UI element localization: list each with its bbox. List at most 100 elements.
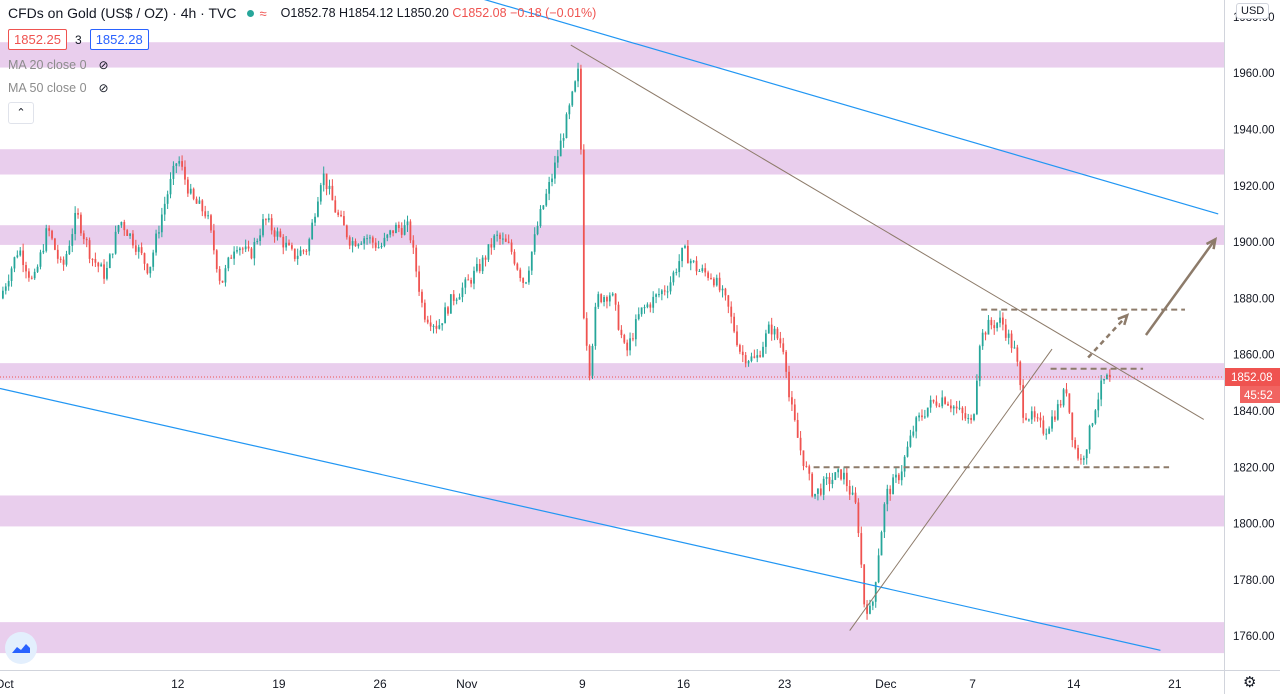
indicator-ma20[interactable]: MA 20 close 0 ⊘ — [8, 58, 109, 72]
symbol-title[interactable]: CFDs on Gold (US$ / OZ) · 4h · TVC — [8, 5, 237, 21]
time-tick-label: 12 — [171, 677, 185, 691]
candle-body — [423, 302, 426, 320]
candle-body — [802, 450, 805, 466]
candle-body — [632, 338, 634, 340]
candle-body — [140, 247, 143, 254]
candle-body — [877, 555, 880, 583]
eye-off-icon[interactable]: ⊘ — [98, 58, 109, 72]
buy-price-button[interactable]: 1852.28 — [89, 29, 149, 50]
candle-body — [756, 355, 759, 358]
indicator-label: MA 20 close 0 — [8, 58, 87, 72]
candle-body — [308, 239, 311, 252]
candle-body — [331, 185, 334, 201]
candle-body — [82, 233, 85, 240]
candle-body — [16, 255, 19, 258]
candle-body — [897, 474, 900, 481]
candle-body — [276, 231, 279, 237]
eye-off-icon[interactable]: ⊘ — [98, 81, 109, 95]
indicator-ma50[interactable]: MA 50 close 0 ⊘ — [8, 81, 109, 95]
candle-body — [594, 306, 597, 346]
candle-body — [736, 331, 738, 346]
candle-body — [458, 297, 461, 300]
time-tick-label: Oct — [0, 677, 14, 691]
candle-body — [880, 532, 883, 556]
candle-body — [426, 319, 429, 323]
candle-body — [48, 228, 51, 231]
time-tick-label: Nov — [456, 677, 477, 691]
candle-body — [663, 290, 666, 292]
candle-body — [658, 294, 660, 296]
candle-body — [1106, 374, 1108, 379]
candle-body — [811, 473, 814, 497]
candle-body — [831, 479, 834, 485]
zone-band — [0, 495, 1224, 527]
candle-body — [464, 279, 467, 288]
candle-body — [738, 345, 741, 352]
gear-icon[interactable]: ⚙ — [1243, 674, 1257, 691]
candle-body — [949, 405, 952, 409]
candle-body — [175, 163, 178, 166]
candle-body — [134, 245, 137, 252]
candle-body — [241, 248, 244, 250]
candle-body — [244, 246, 247, 250]
candle-body — [903, 456, 906, 472]
candle-body — [938, 405, 941, 407]
candle-body — [262, 219, 264, 236]
candle-body — [461, 287, 464, 298]
candle-body — [634, 319, 637, 340]
candle-body — [455, 299, 458, 301]
collapse-legend-button[interactable]: ⌃ — [8, 102, 34, 124]
time-tick-label: Dec — [875, 677, 896, 691]
candle-body — [39, 252, 42, 267]
last-price-label-bg — [1225, 368, 1280, 387]
candle-body — [22, 250, 25, 266]
candle-body — [912, 431, 915, 436]
candle-body — [681, 247, 683, 262]
candle-body — [646, 304, 649, 308]
zone-band — [0, 363, 1224, 381]
candle-body — [808, 466, 811, 474]
candle-body — [724, 288, 727, 296]
candle-body — [519, 269, 522, 279]
candle-body — [322, 173, 325, 186]
trend-line — [849, 348, 1053, 631]
candle-body — [617, 304, 620, 330]
candle-body — [68, 245, 71, 255]
ohlc-values: O1852.78 H1854.12 L1850.20 C1852.08 −0.1… — [280, 6, 597, 20]
candle-body — [77, 212, 79, 215]
candle-body — [944, 397, 946, 404]
candle-body — [528, 270, 530, 283]
candle-body — [886, 488, 889, 505]
arrow-head — [1117, 313, 1130, 326]
candle-body — [218, 269, 221, 281]
candle-body — [883, 504, 886, 533]
candle-body — [467, 279, 470, 281]
candle-body — [1016, 347, 1019, 362]
candle-body — [866, 604, 868, 614]
candle-body — [874, 582, 877, 602]
currency-label[interactable]: USD — [1236, 3, 1270, 19]
price-tick-label: 1900.00 — [1233, 237, 1275, 249]
candle-body — [834, 472, 837, 480]
countdown-label: 45:52 — [1244, 390, 1273, 402]
candle-body — [513, 251, 516, 264]
candle-body — [501, 238, 504, 240]
candle-body — [571, 91, 574, 106]
candle-body — [28, 271, 30, 278]
candle-body — [1042, 420, 1045, 434]
candle-body — [947, 403, 949, 406]
candle-body — [484, 257, 487, 260]
candle-body — [377, 247, 380, 249]
sell-price-button[interactable]: 1852.25 — [8, 29, 67, 50]
candle-body — [843, 472, 845, 480]
target-arrow — [1087, 314, 1129, 359]
candle-body — [926, 407, 929, 417]
tradingview-logo-icon[interactable] — [5, 632, 37, 664]
last-price-label: 1852.08 — [1231, 372, 1273, 384]
candle-body — [293, 248, 296, 259]
candle-body — [507, 241, 510, 243]
candle-body — [340, 214, 342, 217]
candle-body — [54, 238, 56, 250]
candle-body — [421, 291, 423, 303]
